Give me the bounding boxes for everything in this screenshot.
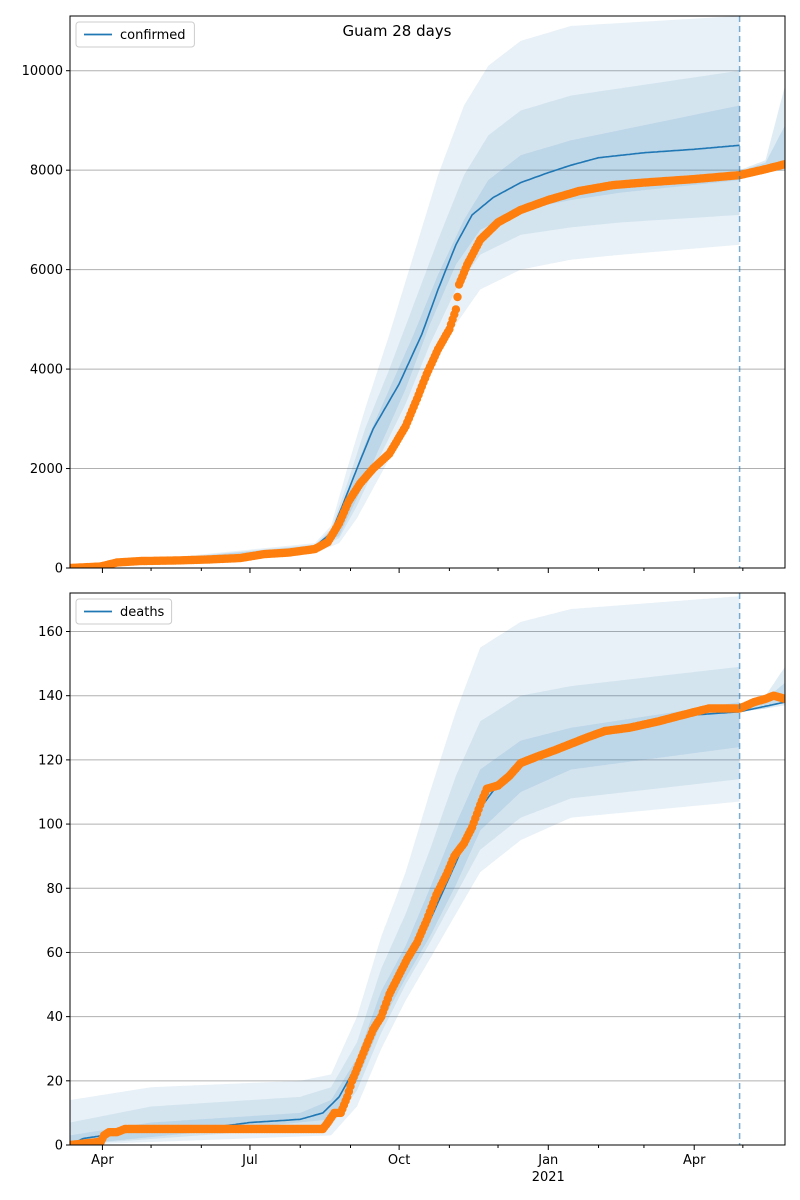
x-tick-year-label: 2021 xyxy=(532,1170,565,1185)
chart-title: Guam 28 days xyxy=(343,22,452,40)
y-tick-label: 120 xyxy=(38,753,63,768)
legend-box xyxy=(75,598,173,625)
observed-point xyxy=(453,292,462,302)
y-tick-label: 10000 xyxy=(22,64,63,79)
legend-box xyxy=(75,21,195,48)
future-band xyxy=(739,85,785,178)
uncertainty-band-outer xyxy=(70,16,740,568)
uncertainty-band-mid xyxy=(70,666,740,1145)
legend-label: deaths xyxy=(120,605,165,620)
y-tick-label: 0 xyxy=(55,562,63,577)
x-tick-label: Oct xyxy=(388,1153,410,1168)
y-tick-label: 80 xyxy=(46,882,63,897)
y-tick-label: 8000 xyxy=(30,164,63,179)
y-tick-label: 140 xyxy=(38,689,63,704)
axes-frame xyxy=(69,592,786,1146)
x-tick-label: Jan xyxy=(537,1153,558,1168)
y-tick-label: 0 xyxy=(55,1139,63,1154)
future-band xyxy=(739,666,785,712)
y-tick-label: 60 xyxy=(46,946,63,961)
y-tick-label: 20 xyxy=(46,1074,63,1089)
y-tick-label: 4000 xyxy=(30,363,63,378)
confirmed-panel: 0 2000 4000 6000 8000 10000 confirmed xyxy=(22,15,786,577)
uncertainty-band-outer xyxy=(70,596,740,1145)
uncertainty-band-inner xyxy=(70,702,740,1145)
plot-area xyxy=(70,16,785,568)
x-tick-label: Jul xyxy=(241,1153,258,1168)
y-tick-label: 160 xyxy=(38,625,63,640)
observed-point xyxy=(780,160,785,169)
axes-frame xyxy=(69,15,786,569)
observed-point xyxy=(780,694,785,704)
legend-label: confirmed xyxy=(120,28,186,43)
legend: deaths xyxy=(75,598,173,625)
deaths-panel: 0 20 40 60 80 100 120 140 160 Apr Jul Oct Jan 2021 Apr… xyxy=(38,592,786,1185)
y-tick-label: 6000 xyxy=(30,263,63,278)
x-tick-label: Apr xyxy=(91,1153,114,1168)
legend: confirmed xyxy=(75,21,195,48)
y-tick-label: 100 xyxy=(38,818,63,833)
x-tick-label: Apr xyxy=(683,1153,706,1168)
observed-point xyxy=(451,305,461,314)
plot-area xyxy=(70,596,785,1145)
y-tick-label: 40 xyxy=(46,1010,63,1025)
uncertainty-band-inner xyxy=(70,105,740,568)
y-tick-label: 2000 xyxy=(30,462,63,477)
